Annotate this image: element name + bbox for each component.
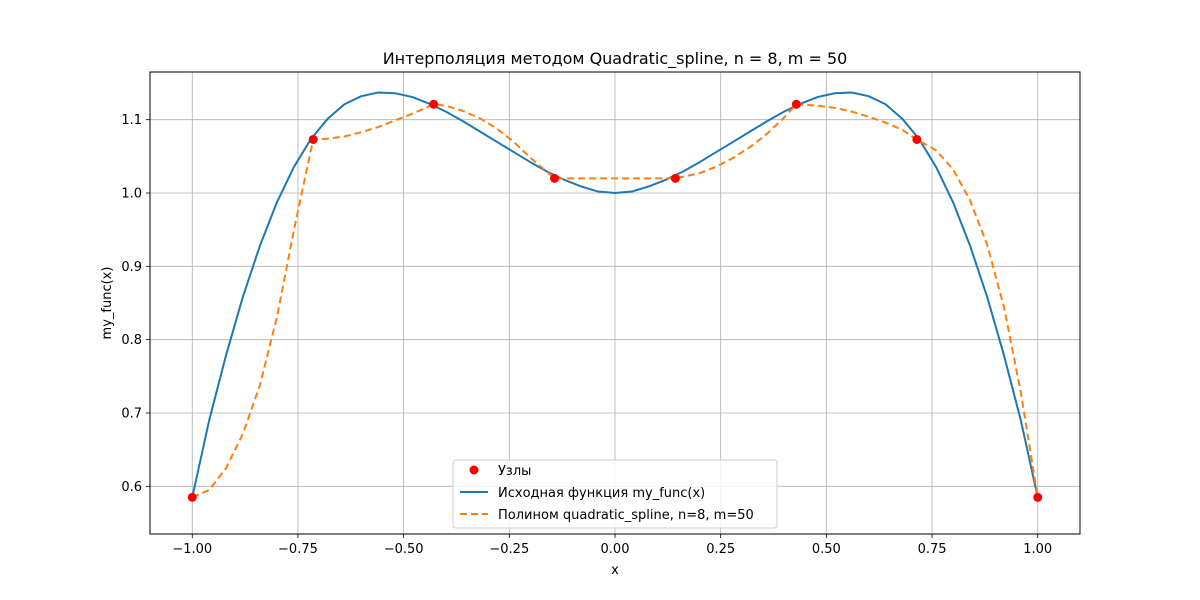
x-tick-label: 0.25 xyxy=(706,542,735,557)
node-point xyxy=(187,492,197,502)
x-axis-label: x xyxy=(611,563,619,578)
x-tick-label: −0.50 xyxy=(384,542,424,557)
node-point xyxy=(1033,492,1043,502)
node-point xyxy=(550,173,560,183)
chart-title: Интерполяция методом Quadratic_spline, n… xyxy=(383,49,848,69)
y-tick-label: 0.7 xyxy=(121,407,142,422)
series-line-original xyxy=(191,91,1039,498)
ticks: −1.00 −0.75 −0.50 −0.25 0.00 0.25 0.50 0.75 1.00… xyxy=(121,113,1052,557)
node-point xyxy=(670,173,680,183)
y-tick-label: 1.0 xyxy=(121,187,142,202)
legend-label-spline: Полином quadratic_spline, n=8, m=50 xyxy=(498,508,754,523)
y-tick-label: 0.9 xyxy=(121,260,142,275)
x-tick-label: −0.75 xyxy=(278,542,318,557)
y-tick-label: 1.1 xyxy=(121,113,142,128)
x-tick-label: 1.00 xyxy=(1023,542,1052,557)
series-layer xyxy=(187,91,1043,502)
x-tick-label: −1.00 xyxy=(172,542,212,557)
series-line-spline xyxy=(191,103,1039,499)
node-point xyxy=(791,99,801,109)
x-tick-label: 0.75 xyxy=(918,542,947,557)
node-point xyxy=(429,99,439,109)
x-tick-label: 0.00 xyxy=(601,542,630,557)
y-tick-label: 0.6 xyxy=(121,480,142,495)
x-tick-label: −0.25 xyxy=(489,542,529,557)
legend-marker-nodes xyxy=(469,465,479,475)
node-point xyxy=(912,134,922,144)
node-point xyxy=(308,134,318,144)
legend-label-nodes: Узлы xyxy=(498,464,531,479)
y-tick-label: 0.8 xyxy=(121,333,142,348)
legend: Узлы Исходная функция my_func(x) Полином… xyxy=(452,459,778,529)
legend-label-original: Исходная функция my_func(x) xyxy=(498,486,705,501)
legend-box xyxy=(452,459,778,529)
x-tick-label: 0.50 xyxy=(812,542,841,557)
y-axis-label: my_func(x) xyxy=(100,267,115,340)
